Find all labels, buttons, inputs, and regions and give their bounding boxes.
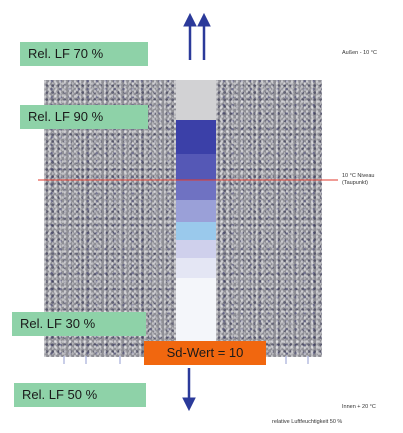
note-outside: Außen - 10 °C xyxy=(342,50,377,56)
note-condensation-line-1: 10 °C Niveau xyxy=(342,173,375,179)
note-inside: Innen + 20 °C xyxy=(342,404,376,410)
band-7 xyxy=(176,258,216,278)
band-3 xyxy=(176,180,216,200)
label-rh-90: Rel. LF 90 % xyxy=(20,105,148,129)
band-6 xyxy=(176,240,216,258)
double-up-arrow-icon xyxy=(183,12,211,60)
vapour-gradient-strip xyxy=(176,80,216,357)
label-sd-value: Sd-Wert = 10 xyxy=(144,341,266,365)
wall-right xyxy=(216,80,322,357)
band-1 xyxy=(176,120,216,154)
label-rh-70: Rel. LF 70 % xyxy=(20,42,148,66)
note-condensation-line-2: (Taupunkt) xyxy=(342,180,368,186)
label-rh-50: Rel. LF 50 % xyxy=(14,383,146,407)
band-2 xyxy=(176,154,216,180)
label-rh-30: Rel. LF 30 % xyxy=(12,312,146,336)
band-4 xyxy=(176,200,216,222)
band-5 xyxy=(176,222,216,240)
note-footer: relative Luftfeuchtigkeit 50 % xyxy=(272,419,343,425)
band-top-grey xyxy=(176,80,216,120)
down-arrow-icon xyxy=(182,368,196,412)
